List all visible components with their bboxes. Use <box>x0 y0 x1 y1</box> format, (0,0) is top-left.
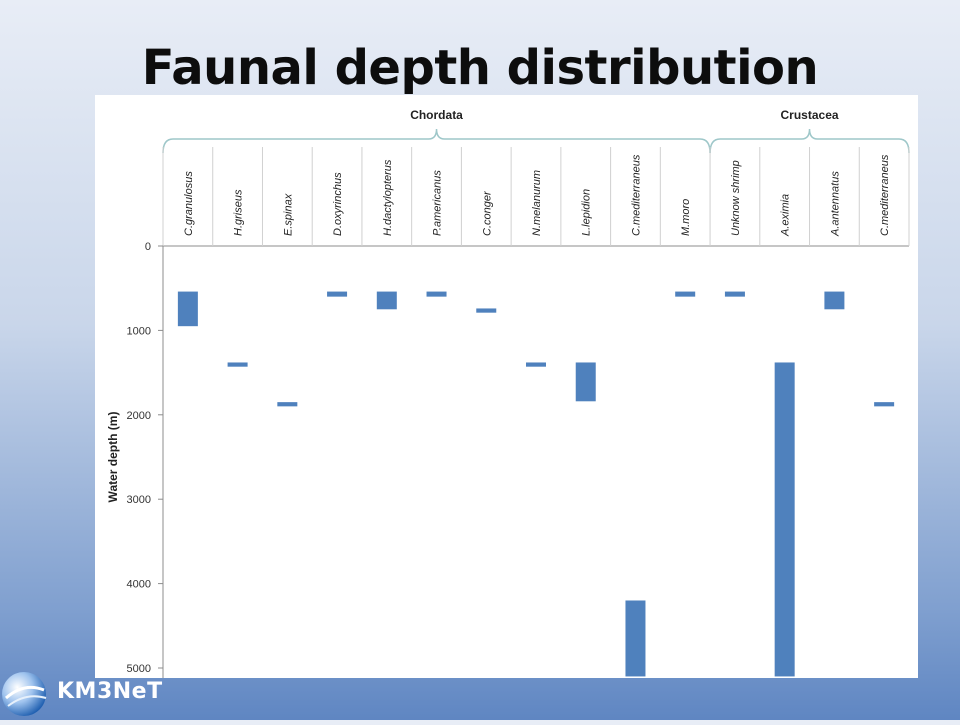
category-label: D.oxyrinchus <box>332 172 344 236</box>
category-label: A.eximia <box>780 194 792 237</box>
category-label: H.griseus <box>233 189 245 236</box>
depth-bar <box>625 600 646 677</box>
category-label: C.mediterraneus <box>879 154 891 236</box>
depth-bar <box>774 362 795 677</box>
category-label: M.moro <box>680 199 692 236</box>
slide-title: Faunal depth distribution <box>141 40 819 96</box>
group-brackets: Chordata Crustacea <box>162 108 910 154</box>
y-tick-label: 2000 <box>127 410 151 422</box>
depth-bar <box>675 291 696 297</box>
category-label: H.dactylopterus <box>382 159 394 236</box>
depth-chart: Chordata Crustacea C.granulosus H.griseus E… <box>106 108 910 678</box>
category-label: C.conger <box>481 190 493 236</box>
category-label: N.melanurum <box>531 170 543 236</box>
group-label: Crustacea <box>781 108 839 122</box>
y-tick-label: 0 <box>145 241 151 253</box>
depth-chart-panel: Chordata Crustacea C.granulosus H.griseus E… <box>95 95 918 678</box>
depth-bar <box>277 402 298 407</box>
logo-text: KM3NeT <box>57 679 163 704</box>
category-label: C.granulosus <box>183 171 195 236</box>
group-bracket <box>709 128 910 154</box>
category-label: L.lepidion <box>581 189 593 236</box>
y-tick-label: 1000 <box>127 325 151 337</box>
depth-bar <box>575 362 596 402</box>
depth-bar <box>874 402 895 407</box>
y-tick-label: 4000 <box>127 579 151 591</box>
depth-bar <box>724 291 745 297</box>
depth-bar <box>526 362 546 367</box>
km3net-logo: KM3NeT <box>0 668 200 720</box>
depth-bars <box>177 291 895 677</box>
y-axis-title: Water depth (m) <box>106 412 120 503</box>
depth-bar <box>327 291 348 297</box>
y-tick-label: 3000 <box>127 494 151 506</box>
category-label: Unknow shrimp <box>730 160 742 236</box>
category-label: A.antennatus <box>829 171 841 237</box>
category-label: C.mediterraneus <box>630 154 642 236</box>
group-label: Chordata <box>410 108 463 122</box>
depth-bar <box>227 362 248 367</box>
depth-bar <box>177 291 198 327</box>
depth-bar <box>376 291 397 310</box>
category-label: E.spinax <box>282 193 294 236</box>
depth-bar <box>426 291 447 297</box>
category-label: P.americanus <box>432 170 444 236</box>
y-tick-label: 5000 <box>127 663 151 675</box>
category-labels: C.granulosus H.griseus E.spinax D.oxyrinchu… <box>183 154 891 237</box>
km3net-globe-icon <box>2 672 47 716</box>
group-bracket <box>162 128 711 154</box>
axes: 0 1000 2000 3000 4000 5000 Water depth (m) <box>106 147 910 678</box>
depth-bar <box>824 291 845 310</box>
depth-bar <box>476 308 497 313</box>
